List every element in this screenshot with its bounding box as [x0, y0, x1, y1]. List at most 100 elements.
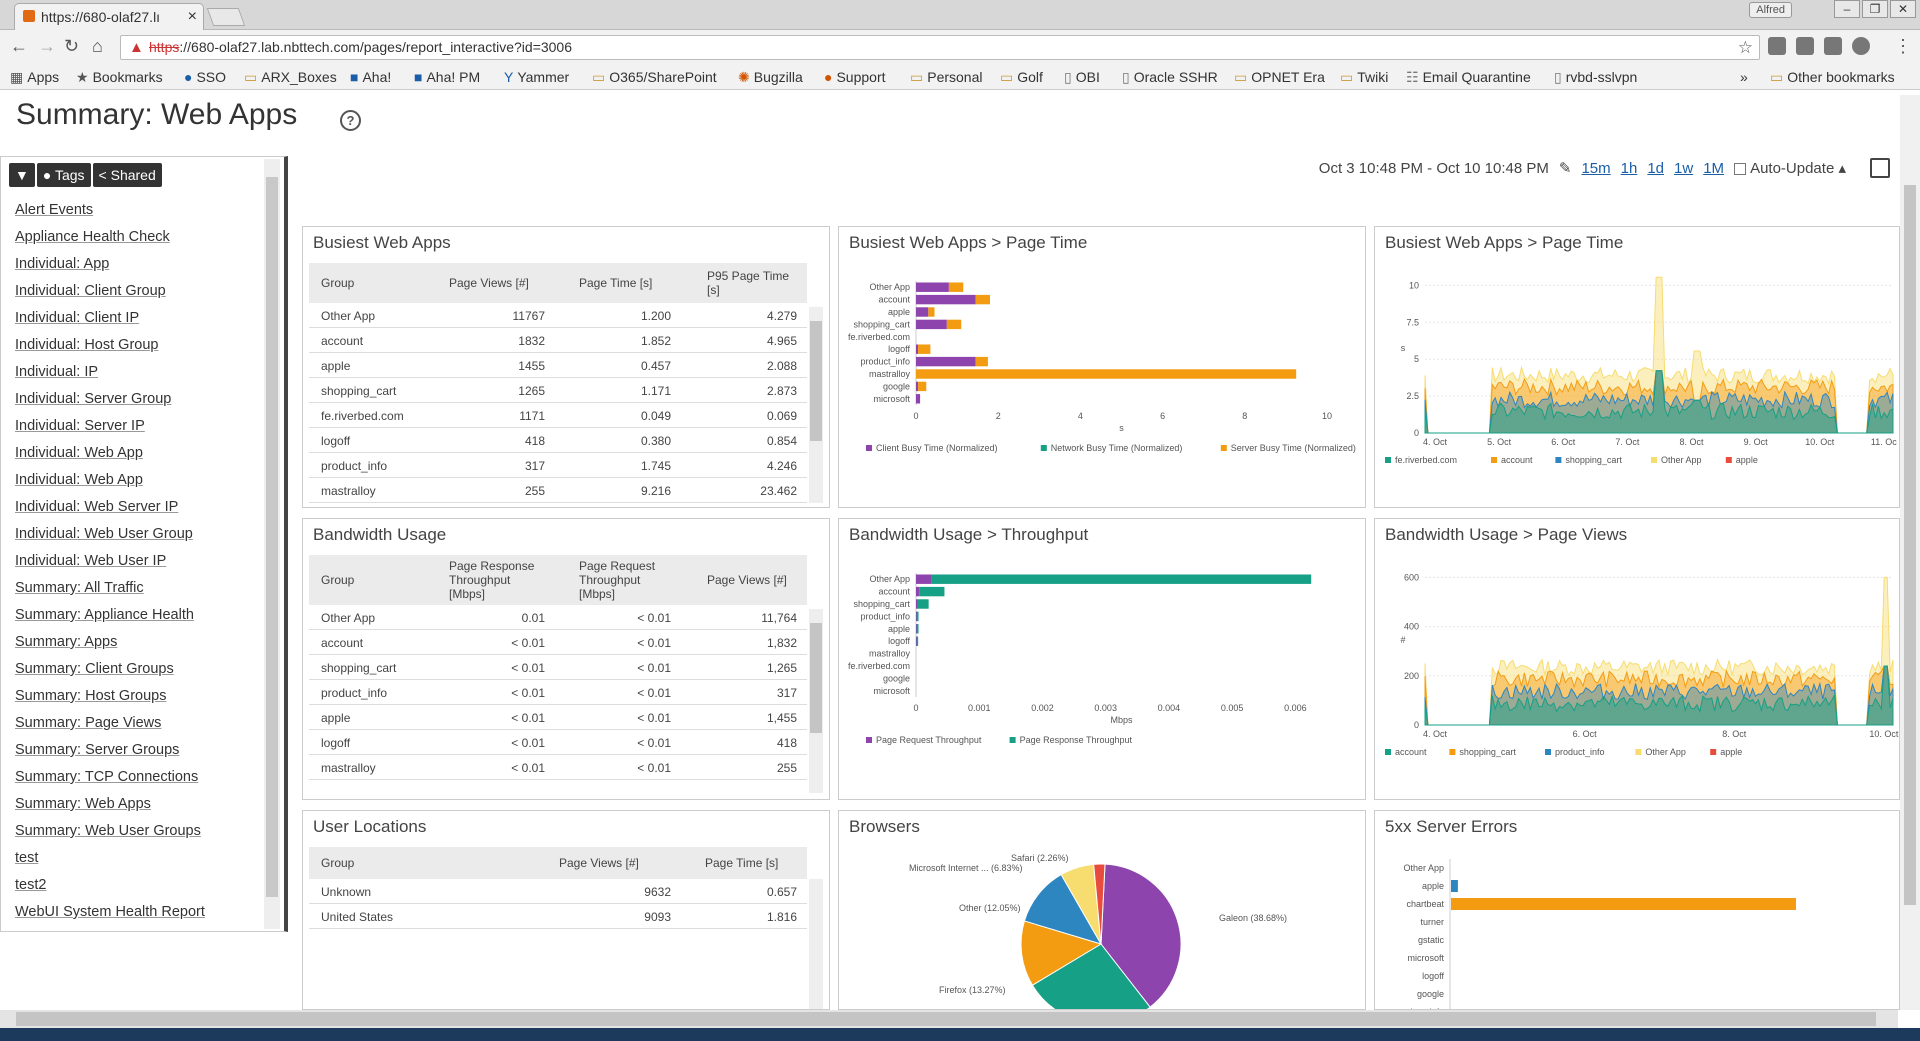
column-header[interactable]: Page Time [s]	[579, 276, 653, 290]
sidebar-item[interactable]: Summary: Client Groups	[15, 661, 174, 677]
sidebar-item[interactable]: Individual: Client IP	[15, 310, 140, 326]
bar[interactable]	[916, 344, 919, 354]
bookmark-page[interactable]: ▯ Oracle SSHR	[1122, 69, 1218, 85]
auto-update-checkbox[interactable]	[1734, 163, 1747, 176]
sidebar-item[interactable]: Individual: IP	[15, 364, 99, 380]
table-scrollbar[interactable]	[809, 879, 823, 1009]
bookmark-star-icon[interactable]: ☆	[1737, 38, 1753, 57]
sidebar-item[interactable]: Individual: Client Group	[15, 283, 166, 299]
bar[interactable]	[916, 599, 918, 609]
bookmark-folder[interactable]: ▭ Golf	[1000, 69, 1043, 85]
sidebar-item[interactable]: Summary: Server Groups	[15, 742, 180, 758]
series-area[interactable]	[1424, 665, 1894, 726]
sidebar-item[interactable]: Summary: All Traffic	[15, 580, 144, 596]
series-area[interactable]	[1424, 276, 1894, 434]
table-row[interactable]: account < 0.01 < 0.01 1,832	[309, 630, 807, 655]
close-window-icon[interactable]: ✕	[1890, 0, 1916, 18]
table-row[interactable]: apple 1455 0.457 2.088	[309, 353, 807, 378]
table-row[interactable]: mastralloy 255 9.216 23.462	[309, 478, 807, 503]
browser-tab[interactable]: https://680-olaf27.lı ×	[14, 3, 204, 30]
bookmark-support[interactable]: ● Support	[824, 69, 886, 85]
sidebar-item[interactable]: Individual: Web User Group	[15, 526, 193, 542]
series-area[interactable]	[1424, 370, 1894, 434]
sidebar-item[interactable]: Individual: Web Server IP	[15, 499, 179, 515]
extension-icon[interactable]	[1852, 37, 1870, 55]
column-header[interactable]: Page Request Throughput [Mbps]	[579, 559, 656, 601]
column-header[interactable]: Group	[321, 276, 355, 290]
table-row[interactable]: shopping_cart < 0.01 < 0.01 1,265	[309, 655, 807, 680]
series-area[interactable]	[1424, 576, 1894, 726]
reload-icon[interactable]: ↻	[64, 36, 80, 56]
column-header[interactable]: Page Time [s]	[705, 856, 779, 870]
bar[interactable]	[975, 356, 988, 367]
column-header[interactable]: Page Views [#]	[559, 856, 639, 870]
shared-button[interactable]: < Shared	[92, 163, 162, 187]
sidebar-item[interactable]: Summary: Apps	[15, 634, 118, 650]
scrollbar-thumb[interactable]	[1904, 185, 1916, 905]
bar[interactable]	[1451, 898, 1796, 910]
forward-icon[interactable]: →	[38, 36, 56, 56]
series-area[interactable]	[1424, 665, 1894, 726]
bookmark-sso[interactable]: ● SSO	[184, 69, 227, 85]
bar[interactable]	[918, 381, 927, 392]
sidebar-item[interactable]: test	[15, 850, 39, 866]
column-header[interactable]: Group	[321, 856, 355, 870]
range-1w-link[interactable]: 1w	[1674, 159, 1694, 177]
sidebar-item[interactable]: Individual: Web App	[15, 445, 143, 461]
home-icon[interactable]: ⌂	[92, 36, 103, 56]
pie-slice[interactable]	[1031, 943, 1151, 1009]
table-row[interactable]: logoff 418 0.380 0.854	[309, 428, 807, 453]
table-row[interactable]: apple < 0.01 < 0.01 1,455	[309, 705, 807, 730]
new-tab-button[interactable]	[206, 8, 246, 26]
sidebar-item[interactable]: Individual: App	[15, 256, 110, 272]
bar[interactable]	[916, 356, 976, 367]
bookmark-folder[interactable]: ▭ ARX_Boxes	[244, 69, 337, 85]
pie-slice[interactable]	[1100, 863, 1182, 1008]
back-icon[interactable]: ←	[10, 36, 28, 56]
sidebar-item[interactable]: Summary: Web User Groups	[15, 823, 201, 839]
column-header[interactable]: P95 Page Time [s]	[707, 269, 790, 297]
table-row[interactable]: shopping_cart 1265 1.171 2.873	[309, 378, 807, 403]
range-15m-link[interactable]: 15m	[1581, 159, 1611, 177]
sidebar-item[interactable]: Individual: Web App	[15, 472, 143, 488]
bar[interactable]	[948, 282, 964, 292]
sidebar-item[interactable]: Individual: Web User IP	[15, 553, 167, 569]
edit-pencil-icon[interactable]: ✎	[1558, 160, 1572, 177]
scrollbar-thumb[interactable]	[266, 177, 278, 897]
table-row[interactable]: United States 9093 1.816	[309, 904, 807, 929]
sidebar-item[interactable]: Individual: Host Group	[15, 337, 159, 353]
bookmark-apps[interactable]: ▦ Apps	[10, 69, 60, 85]
scrollbar-thumb[interactable]	[810, 623, 822, 733]
pie-slice[interactable]	[1023, 873, 1103, 945]
range-1d-link[interactable]: 1d	[1647, 159, 1665, 177]
sidebar-item[interactable]: Summary: Web Apps	[15, 796, 151, 812]
bookmarks-overflow[interactable]: »	[1740, 69, 1748, 85]
bar[interactable]	[916, 369, 1297, 379]
bookmark-aha[interactable]: ■ Aha!	[350, 69, 392, 85]
bookmark-folder[interactable]: ▭ OPNET Era	[1234, 69, 1325, 85]
bar[interactable]	[916, 282, 949, 292]
table-row[interactable]: mastralloy < 0.01 < 0.01 255	[309, 755, 807, 780]
bar[interactable]	[916, 624, 919, 634]
sidebar-item[interactable]: Summary: Appliance Health	[15, 607, 194, 623]
bookmark-page[interactable]: ▯ OBI	[1064, 69, 1100, 85]
bookmark-email[interactable]: ☷ Email Quarantine	[1406, 69, 1531, 85]
help-icon[interactable]: ?	[340, 110, 361, 131]
bar[interactable]	[928, 307, 935, 317]
range-1M-link[interactable]: 1M	[1703, 159, 1725, 177]
filter-button[interactable]: ▼	[9, 163, 35, 187]
bookmark-folder[interactable]: ▭ O365/SharePoint	[592, 69, 717, 85]
scrollbar-thumb[interactable]	[810, 321, 822, 441]
bar[interactable]	[917, 599, 929, 609]
table-row[interactable]: Other App 0.01 < 0.01 11,764	[309, 605, 807, 630]
bookmark-yammer[interactable]: Y Yammer	[504, 69, 570, 85]
column-header[interactable]: Page Views [#]	[707, 573, 787, 587]
bar[interactable]	[946, 319, 962, 330]
column-header[interactable]: Group	[321, 573, 355, 587]
close-tab-icon[interactable]: ×	[187, 8, 197, 25]
bar[interactable]	[916, 394, 921, 404]
sidebar-item[interactable]: Alert Events	[15, 202, 94, 218]
bar[interactable]	[916, 636, 919, 646]
pie-slice[interactable]	[1093, 863, 1106, 945]
table-row[interactable]: product_info 317 1.745 4.246	[309, 453, 807, 478]
